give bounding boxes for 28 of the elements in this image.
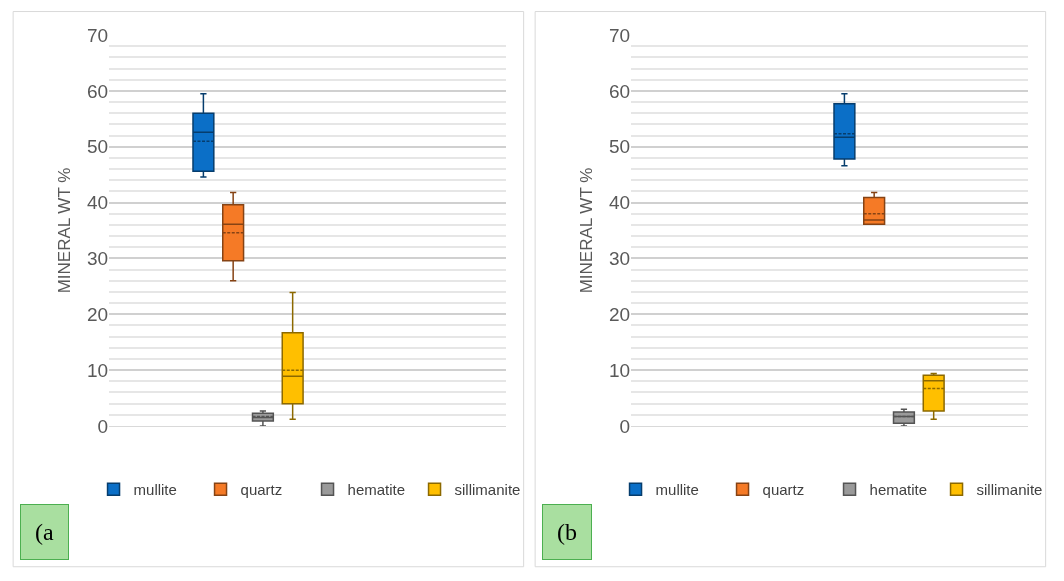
y-tick-label: 10 (609, 359, 631, 381)
y-tick-label: 60 (609, 80, 631, 102)
y-tick-label: 60 (87, 80, 109, 102)
y-tick-label: 70 (87, 24, 109, 46)
y-tick-label: 30 (87, 248, 109, 270)
legend-label: sillimanite (976, 481, 1043, 499)
y-tick-label: 50 (609, 136, 631, 158)
legend-label: mullite (133, 481, 177, 499)
y-axis-title: MINERAL WT % (54, 167, 74, 294)
y-tick-label: 30 (609, 248, 631, 270)
legend-label: hematite (347, 481, 406, 499)
y-tick-label: 40 (609, 192, 631, 214)
text: (b (557, 519, 577, 545)
y-axis-title: MINERAL WT % (576, 167, 596, 294)
y-tick-label: 20 (609, 303, 631, 325)
legend-label: hematite (869, 481, 928, 499)
y-tick-label: 10 (87, 359, 109, 381)
legend-label: quartz (240, 481, 283, 499)
y-tick-label: 50 (87, 136, 109, 158)
legend-label: mullite (655, 481, 699, 499)
y-tick-label: 0 (97, 415, 109, 437)
text: (a (35, 519, 54, 545)
y-tick-label: 20 (87, 303, 109, 325)
y-tick-label: 0 (619, 415, 631, 437)
y-tick-label: 70 (609, 24, 631, 46)
legend-label: sillimanite (454, 481, 521, 499)
legend-label: quartz (762, 481, 805, 499)
y-tick-label: 40 (87, 192, 109, 214)
